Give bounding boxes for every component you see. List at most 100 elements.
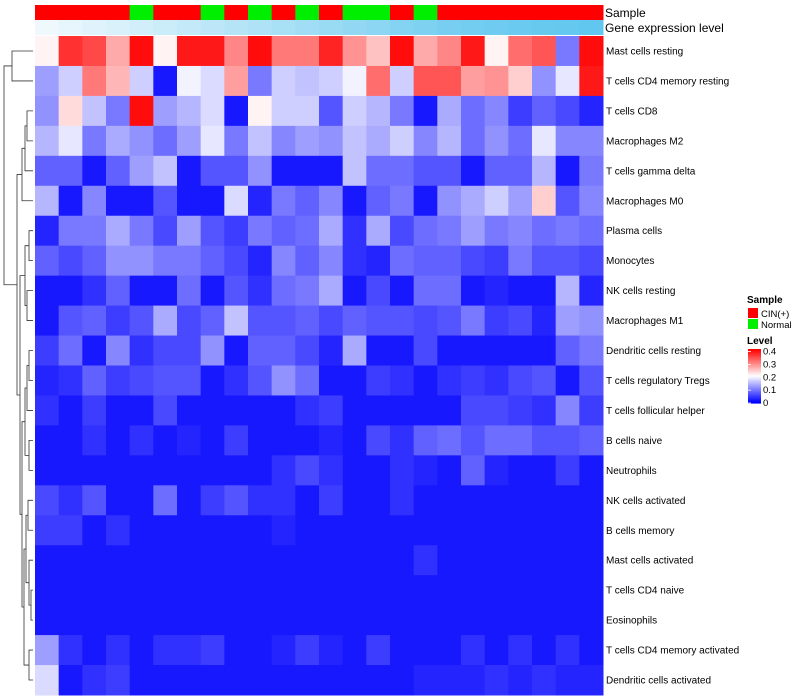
- heatmap-cell: [532, 665, 557, 696]
- heatmap-cell: [200, 635, 225, 666]
- heatmap-cell: [58, 575, 83, 606]
- heatmap-cell: [366, 485, 391, 516]
- heatmap-cell: [248, 155, 273, 187]
- expression-annotation-cell: [129, 20, 154, 35]
- heatmap-cell: [224, 95, 249, 127]
- heatmap-cell: [579, 275, 604, 307]
- heatmap-cell: [461, 365, 486, 396]
- heatmap-cell: [35, 95, 60, 127]
- sample-annotation-cell: [200, 5, 225, 20]
- heatmap-cell: [177, 575, 202, 606]
- heatmap-cell: [224, 515, 249, 546]
- heatmap-cell: [579, 515, 604, 546]
- heatmap-cell: [177, 65, 202, 97]
- sample-annotation-cell: [224, 5, 249, 20]
- heatmap-cell: [153, 455, 178, 486]
- heatmap-cell: [129, 335, 154, 366]
- heatmap-cell: [58, 125, 83, 157]
- heatmap-cell: [106, 125, 131, 157]
- heatmap-cell: [508, 455, 533, 486]
- heatmap-cell: [579, 545, 604, 576]
- heatmap-cell: [82, 515, 107, 546]
- heatmap-cell: [555, 485, 580, 516]
- heatmap-cell: [484, 485, 509, 516]
- heatmap-cell: [508, 305, 533, 337]
- heatmap-cell: [319, 545, 344, 576]
- heatmap-cell: [295, 425, 320, 456]
- colorbar-step: [748, 401, 761, 404]
- heatmap-cell: [271, 395, 296, 426]
- heatmap-cell: [295, 515, 320, 546]
- colorbar-step: [748, 349, 761, 351]
- heatmap-cell: [461, 605, 486, 636]
- heatmap-cell: [319, 365, 344, 396]
- heatmap-cell: [153, 125, 178, 157]
- heatmap-cell: [106, 425, 131, 456]
- dendrogram-branch: [16, 174, 22, 396]
- heatmap-cell: [437, 395, 462, 426]
- heatmap-cell: [106, 36, 131, 67]
- row-label: NK cells activated: [606, 496, 685, 507]
- heatmap-cell: [508, 155, 533, 187]
- heatmap-cell: [532, 245, 557, 277]
- row-label: Monocytes: [606, 256, 654, 267]
- row-label: Macrophages M2: [606, 136, 684, 147]
- heatmap-cell: [35, 275, 60, 307]
- colorbar-step: [748, 367, 761, 370]
- colorbar-step: [748, 398, 761, 401]
- heatmap-cell: [484, 665, 509, 696]
- heatmap-cell: [106, 335, 131, 366]
- heatmap-cell: [319, 575, 344, 606]
- heatmap-cell: [82, 36, 107, 67]
- heatmap-cell: [342, 305, 367, 337]
- heatmap-cell: [390, 275, 415, 307]
- colorbar-step: [748, 397, 761, 400]
- heatmap-cell: [532, 635, 557, 666]
- heatmap-cell: [532, 425, 557, 456]
- heatmap-cell: [366, 605, 391, 636]
- heatmap-cell: [200, 425, 225, 456]
- heatmap-cell: [35, 215, 60, 247]
- heatmap-cell: [129, 275, 154, 307]
- heatmap-cell: [177, 36, 202, 67]
- heatmap-cell: [35, 635, 60, 666]
- heatmap-cell: [295, 95, 320, 127]
- heatmap-cell: [461, 125, 486, 157]
- heatmap-cell: [319, 215, 344, 247]
- colorbar-step: [748, 370, 761, 373]
- colorbar-step: [748, 382, 761, 385]
- heatmap-cell: [555, 36, 580, 67]
- heatmap-cell: [35, 575, 60, 606]
- heatmap-cell: [579, 125, 604, 157]
- heatmap-cell: [342, 335, 367, 366]
- heatmap-cell: [271, 245, 296, 277]
- dendrogram-branch: [28, 649, 33, 681]
- heatmap-cell: [437, 425, 462, 456]
- heatmap-cell: [413, 515, 438, 546]
- heatmap-cell: [437, 545, 462, 576]
- heatmap-cell: [413, 185, 438, 217]
- heatmap-cell: [200, 575, 225, 606]
- legend-level-ticks: 0.40.3 0.2 0.1 0: [748, 347, 776, 409]
- heatmap-cell: [129, 425, 154, 456]
- heatmap-cell: [129, 395, 154, 426]
- heatmap-cell: [106, 635, 131, 666]
- heatmap-cell: [390, 185, 415, 217]
- heatmap-cell: [200, 275, 225, 307]
- heatmap-cell: [248, 545, 273, 576]
- heatmap-cell: [390, 515, 415, 546]
- heatmap-cell: [461, 515, 486, 546]
- heatmap-cell: [271, 125, 296, 157]
- heatmap-cell: [224, 545, 249, 576]
- row-labels: Mast cells resting T cells CD4 memory res…: [606, 46, 739, 686]
- heatmap-cell: [224, 575, 249, 606]
- heatmap-cell: [484, 635, 509, 666]
- row-label: T cells CD4 memory activated: [606, 646, 739, 657]
- heatmap-cell: [224, 125, 249, 157]
- heatmap-cell: [58, 305, 83, 337]
- heatmap-cell: [82, 335, 107, 366]
- heatmap-cell: [58, 245, 83, 277]
- heatmap-cell: [390, 395, 415, 426]
- colorbar-tick-label: 0.1: [763, 385, 776, 396]
- heatmap-cell: [532, 215, 557, 247]
